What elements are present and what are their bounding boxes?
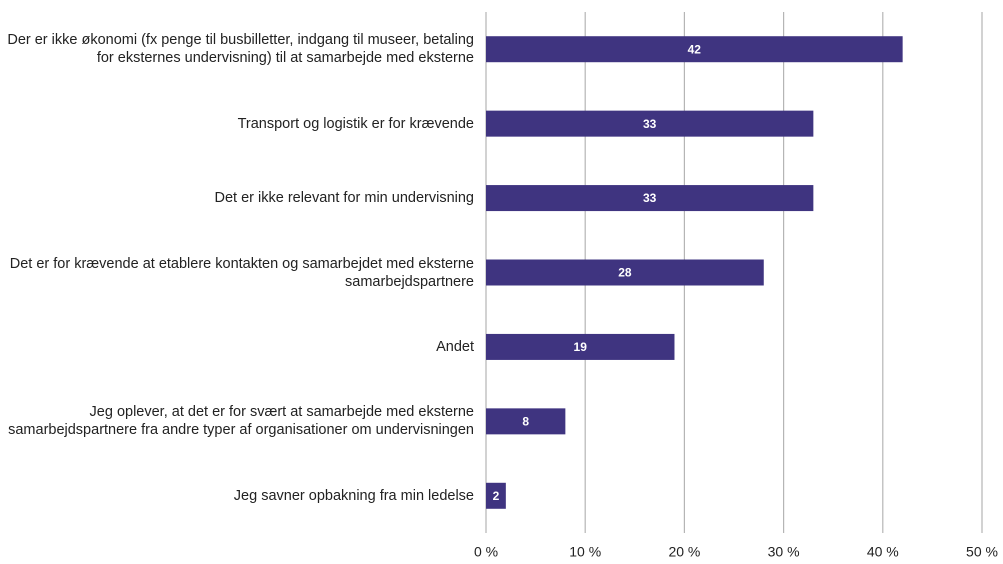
y-tick-label: Det er for krævende at etablere kontakte… <box>9 255 474 290</box>
data-label: 2 <box>493 489 500 503</box>
x-tick-label: 20 % <box>668 544 700 560</box>
y-tick-label: Jeg savner opbakning fra min ledelse <box>233 487 474 504</box>
bar <box>486 185 814 212</box>
x-tick-label: 40 % <box>867 544 899 560</box>
bar <box>486 333 675 360</box>
data-label: 8 <box>522 415 529 429</box>
data-label: 42 <box>688 42 702 56</box>
y-tick-label: Der er ikke økonomi (fx penge til busbil… <box>7 32 474 67</box>
bar <box>486 408 566 435</box>
bar <box>486 259 764 286</box>
y-tick-label: Det er ikke relevant for min undervisnin… <box>214 190 474 207</box>
x-tick-label: 0 % <box>474 544 498 560</box>
y-tick-label: Transport og logistik er for krævende <box>237 115 474 132</box>
data-label: 33 <box>643 117 657 131</box>
y-tick-label: Andet <box>436 338 474 355</box>
bar <box>486 110 814 137</box>
x-tick-label: 30 % <box>768 544 800 560</box>
data-label: 33 <box>643 191 657 205</box>
x-tick-label: 50 % <box>966 544 998 560</box>
data-label: 19 <box>574 340 588 354</box>
data-label: 28 <box>618 266 632 280</box>
y-tick-label: Jeg oplever, at det er for svært at sama… <box>8 404 474 439</box>
bar <box>486 482 506 509</box>
bar <box>486 36 903 63</box>
x-tick-label: 10 % <box>569 544 601 560</box>
